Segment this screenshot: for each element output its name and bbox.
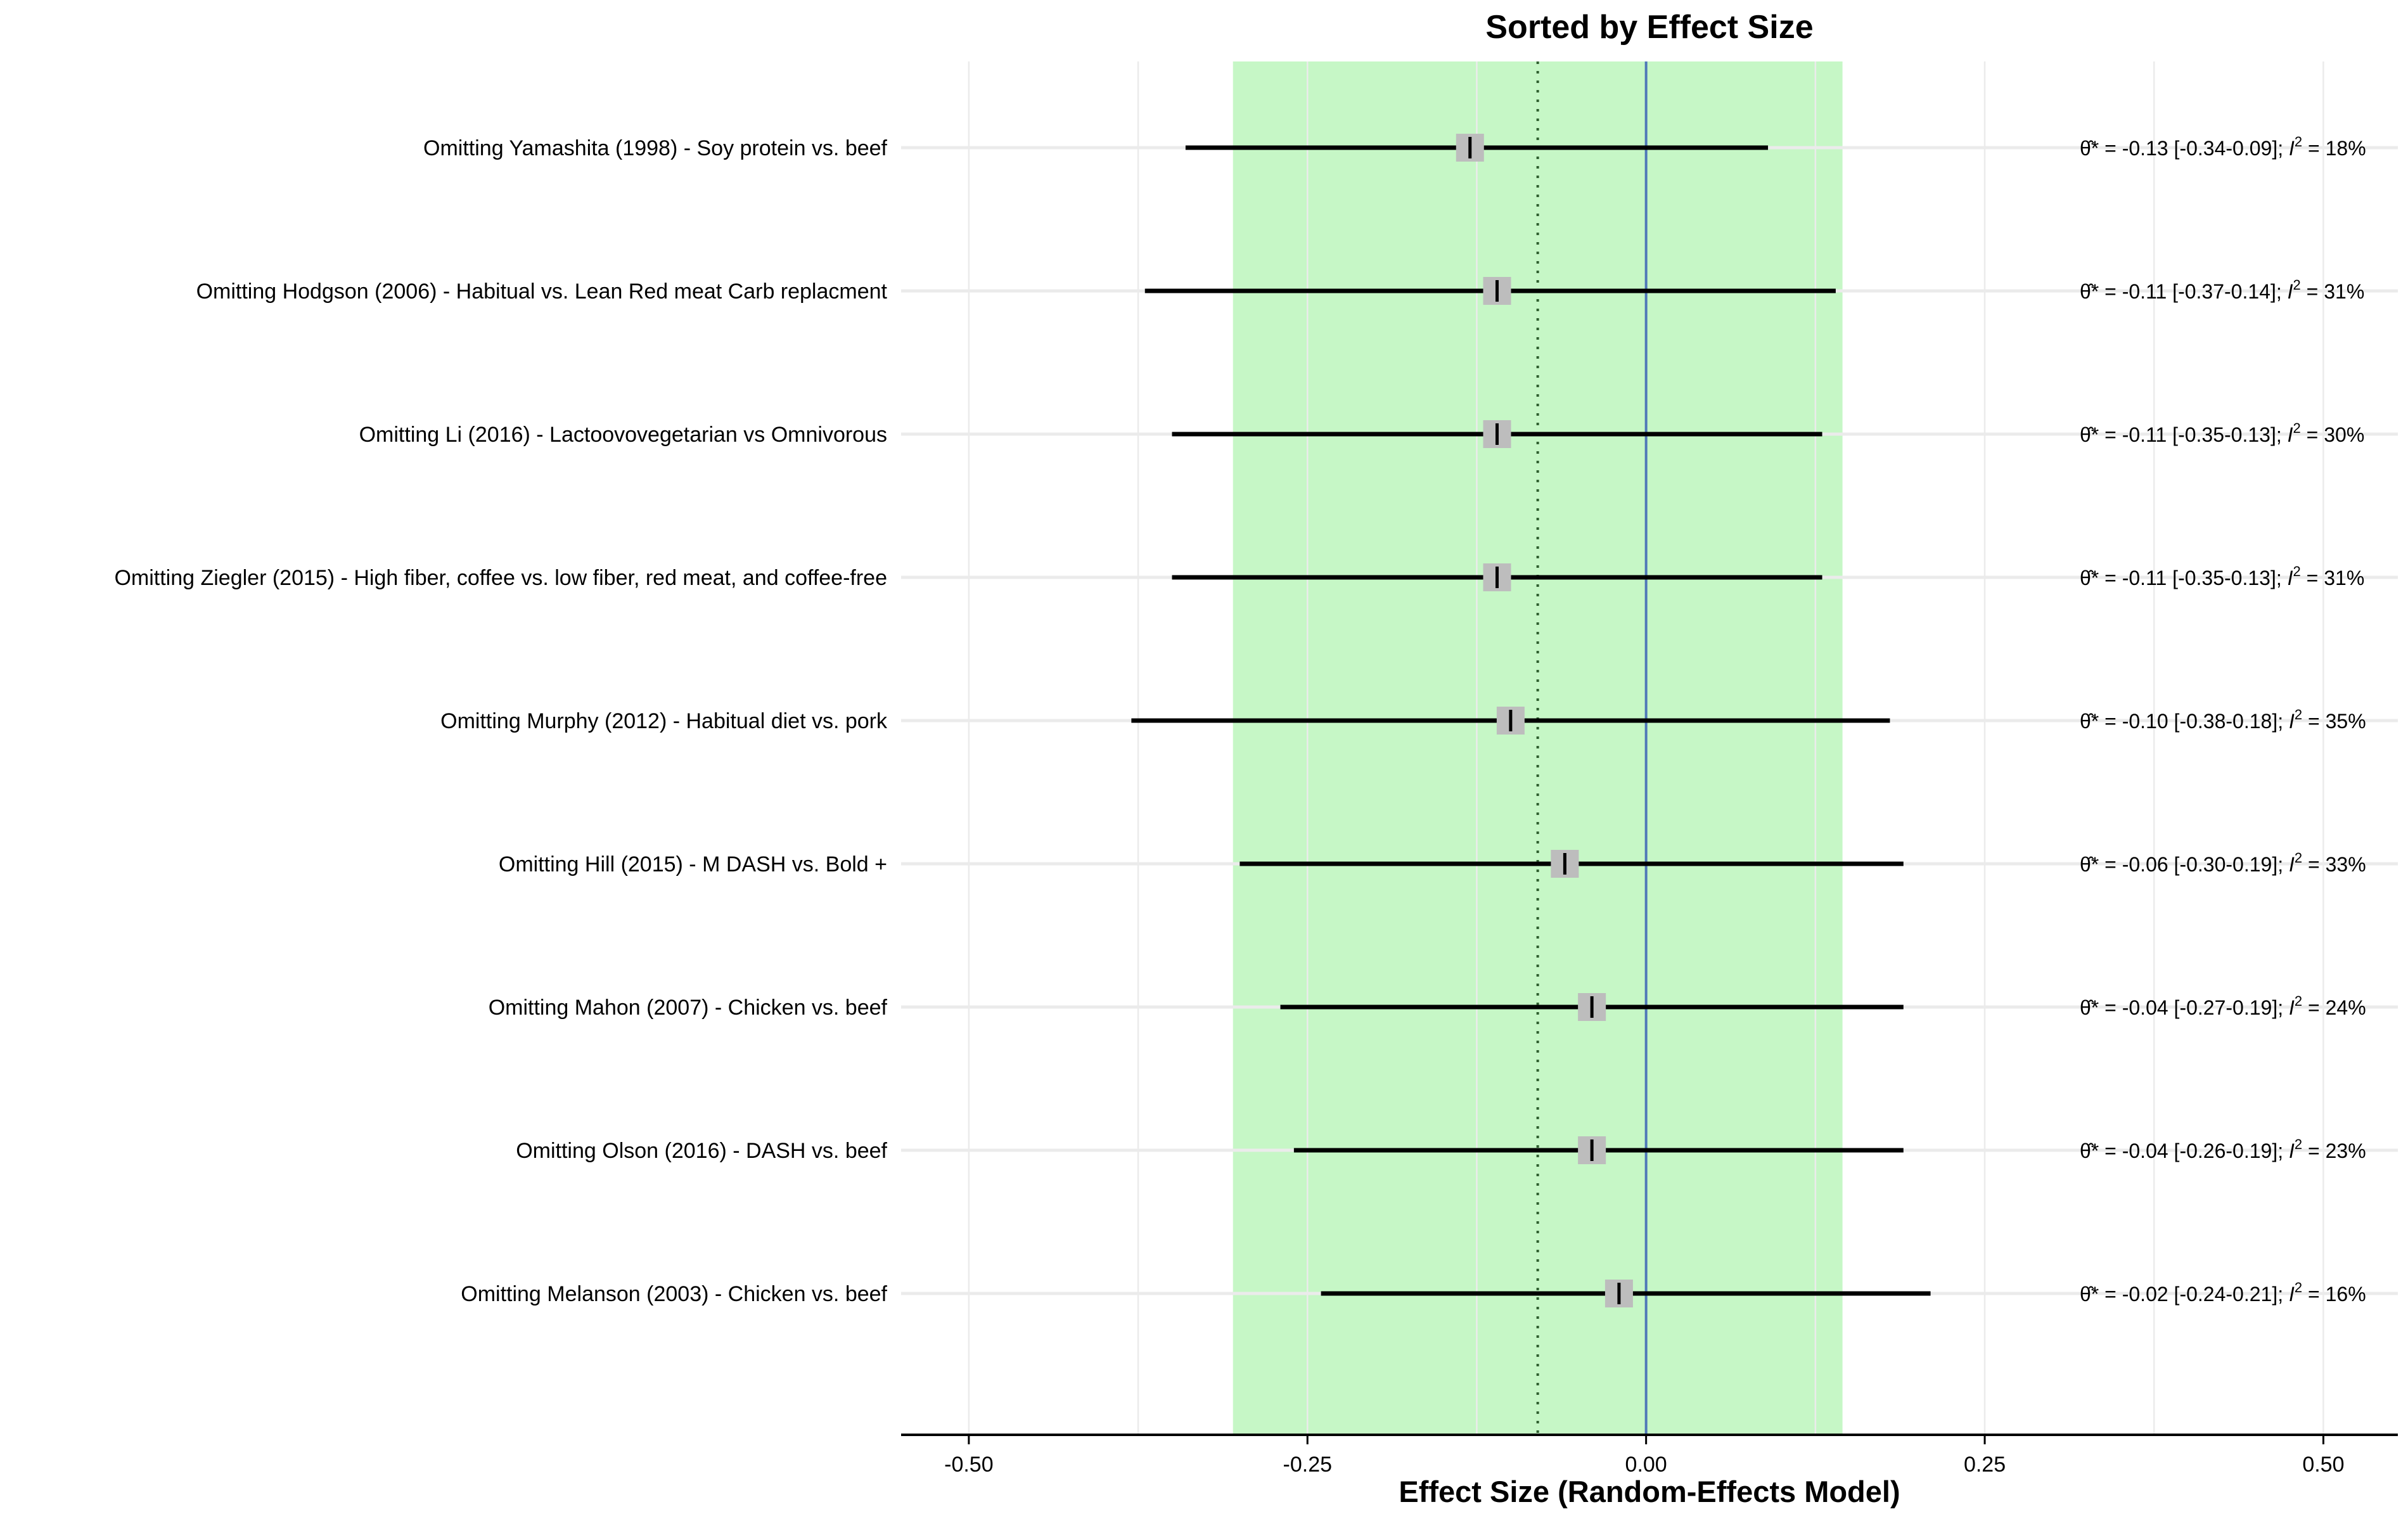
points-layer	[1456, 134, 1633, 1307]
study-annotation: θ̂* = -0.06 [-0.30-0.19]; I2 = 33%	[2080, 850, 2366, 876]
study-label: Omitting Mahon (2007) - Chicken vs. beef	[489, 996, 888, 1020]
x-axis-tick-label: 0.50	[2302, 1453, 2344, 1477]
x-axis-tick-label: -0.25	[1283, 1453, 1333, 1477]
study-annotation: θ̂* = -0.11 [-0.35-0.13]; I2 = 31%	[2080, 563, 2364, 589]
x-axis: -0.50 -0.25 0.00 0.25 0.50	[901, 1434, 2398, 1477]
study-annotation: θ̂* = -0.04 [-0.27-0.19]; I2 = 24%	[2080, 993, 2366, 1019]
study-label: Omitting Hodgson (2006) - Habitual vs. L…	[196, 279, 888, 304]
x-axis-tick-label: -0.50	[944, 1453, 994, 1477]
annotations-layer: θ̂* = -0.13 [-0.34-0.09]; I2 = 18% θ̂* = …	[2080, 134, 2366, 1306]
study-label: Omitting Li (2016) - Lactoovovegetarian …	[359, 423, 887, 447]
study-annotation: θ̂* = -0.11 [-0.35-0.13]; I2 = 30%	[2080, 420, 2364, 446]
study-annotation: θ̂* = -0.10 [-0.38-0.18]; I2 = 35%	[2080, 707, 2366, 733]
x-axis-label: Effect Size (Random-Effects Model)	[1399, 1475, 1900, 1508]
study-label: Omitting Yamashita (1998) - Soy protein …	[423, 136, 888, 160]
study-label: Omitting Melanson (2003) - Chicken vs. b…	[461, 1282, 887, 1306]
study-label: Omitting Hill (2015) - M DASH vs. Bold +	[499, 852, 887, 876]
study-label: Omitting Olson (2016) - DASH vs. beef	[516, 1139, 887, 1163]
study-label: Omitting Ziegler (2015) - High fiber, co…	[114, 566, 887, 590]
study-annotation: θ̂* = -0.11 [-0.37-0.14]; I2 = 31%	[2080, 277, 2364, 303]
study-annotation: θ̂* = -0.02 [-0.24-0.21]; I2 = 16%	[2080, 1280, 2366, 1306]
chart-title: Sorted by Effect Size	[1485, 9, 1813, 46]
study-labels-layer: Omitting Yamashita (1998) - Soy protein …	[114, 136, 888, 1306]
study-annotation: θ̂* = -0.04 [-0.26-0.19]; I2 = 23%	[2080, 1136, 2366, 1162]
x-axis-tick-label: 0.00	[1625, 1453, 1667, 1477]
study-annotation: θ̂* = -0.13 [-0.34-0.09]; I2 = 18%	[2080, 134, 2366, 160]
study-label: Omitting Murphy (2012) - Habitual diet v…	[440, 709, 888, 733]
x-axis-tick-label: 0.25	[1964, 1453, 2006, 1477]
